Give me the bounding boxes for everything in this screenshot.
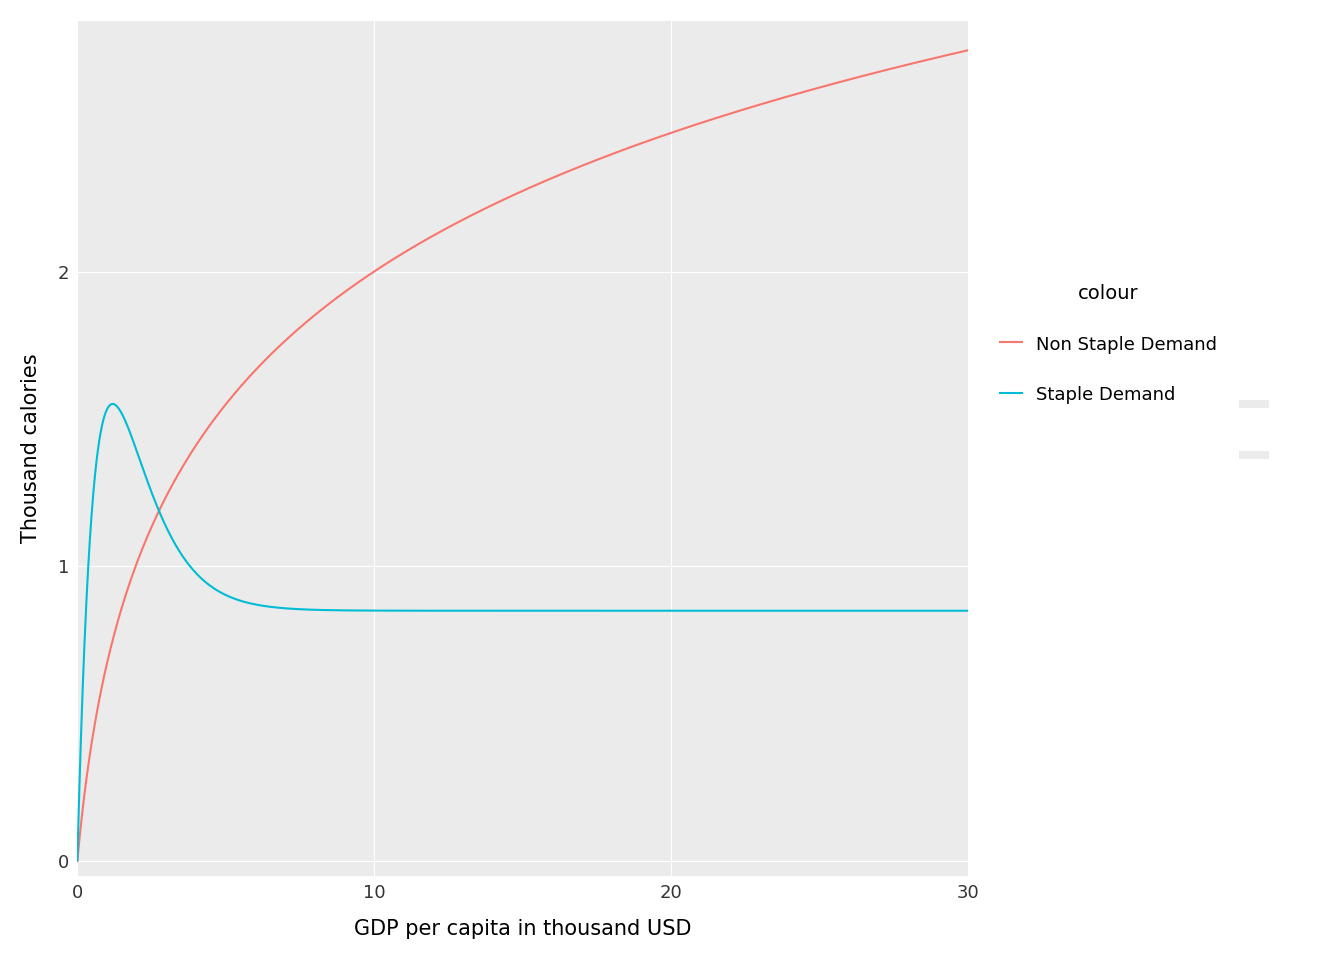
Y-axis label: Thousand calories: Thousand calories (22, 353, 40, 543)
X-axis label: GDP per capita in thousand USD: GDP per capita in thousand USD (353, 919, 691, 939)
Legend: Non Staple Demand, Staple Demand: Non Staple Demand, Staple Demand (985, 270, 1231, 419)
